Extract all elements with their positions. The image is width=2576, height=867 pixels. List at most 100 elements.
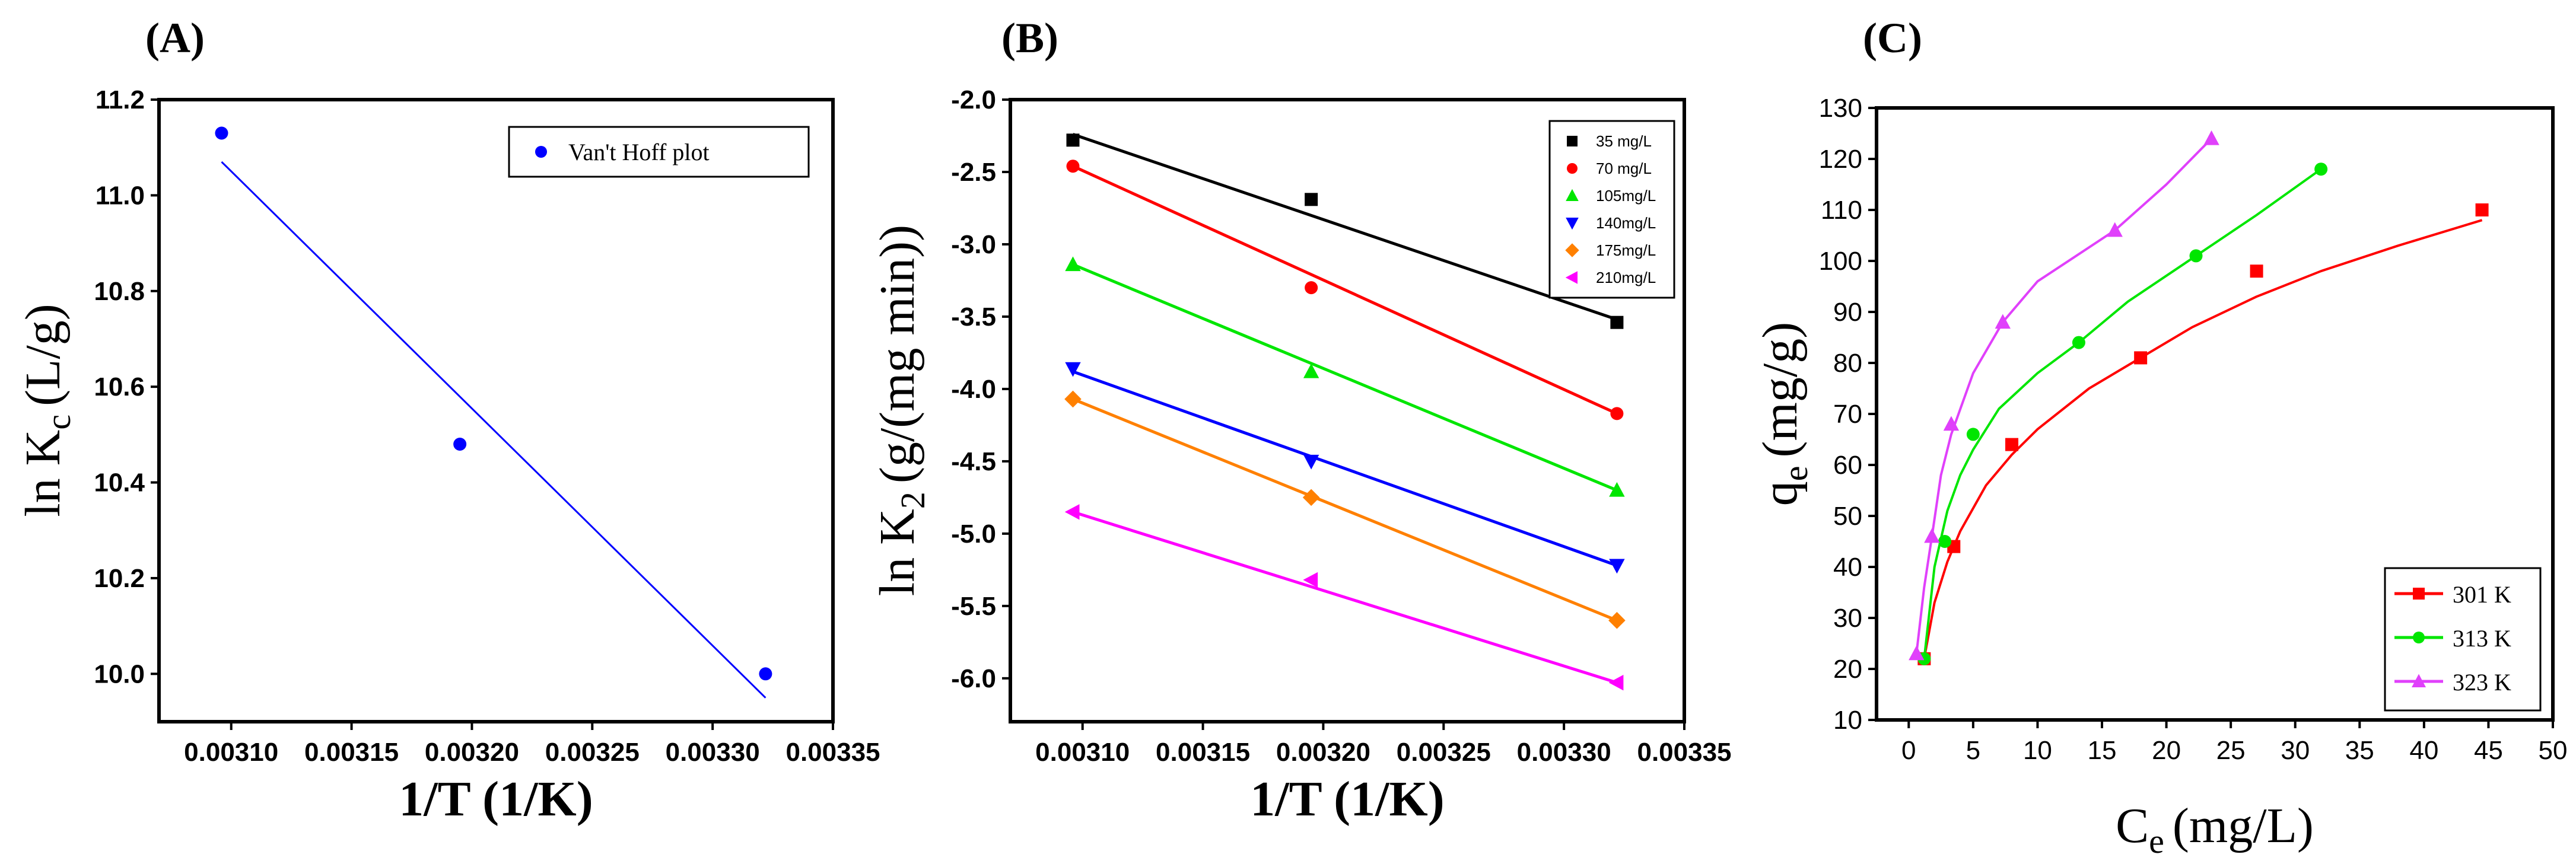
panel-c-point [2107,222,2123,237]
panel-c-point [1966,428,1980,441]
panel-b-xlabel: 1/T (1/K) [1250,772,1444,827]
panel-c-ytick-label: 100 [1819,247,1862,276]
panel-c-xtick-label: 15 [2088,736,2117,765]
panel-b-point [1609,482,1625,497]
panel-b-point [1610,407,1624,420]
panel-c-xtick-label: 30 [2281,736,2310,765]
panel-c-xtick-label: 35 [2345,736,2374,765]
panel-c-points [1909,130,2489,665]
panel-a-xtick-label: 0.00325 [545,738,640,767]
panel-a-legend: Van't Hoff plot [508,126,810,178]
panel-b-legend-marker [1567,163,1578,174]
svg-text:ln Kc(L/g): ln Kc (L/g) [15,304,78,517]
panel-a-ylabel-sub: c [39,415,78,430]
panel-b-point [1066,133,1080,147]
panel-c-ytick-label: 20 [1833,655,1862,684]
panel-b-legend-marker [1565,271,1578,284]
panel-a-label: (A) [145,14,205,62]
panel-c-ylabel-sub: e [1776,466,1815,481]
panel-b-ytick-label: -5.5 [951,592,996,621]
panel-c-legend-marker [2413,632,2425,643]
panel-b-legend-label: 35 mg/L [1596,132,1652,150]
panel-a-ytick-label: 11.2 [96,85,145,114]
panel-c-xlabel: Ce (mg/L) [2116,798,2314,860]
panel-c-point [2134,351,2148,365]
panel-c-label: (C) [1863,14,1922,62]
panel-a-xtick-label: 0.00335 [785,738,880,767]
panel-c-xtick-label: 40 [2409,736,2438,765]
panel-b-point [1064,504,1080,520]
panel-b-fit-1 [1072,164,1618,415]
panel-b-legend-marker [1565,243,1579,257]
panel-b-ytick-label: -5.0 [951,519,996,549]
panel-b-point [1065,256,1081,272]
panel-a-ytick-label: 10.0 [94,659,145,689]
panel-c-point [2072,336,2085,349]
panel-c-point [2475,203,2489,216]
panel-b-xtick-label: 0.00315 [1156,738,1250,767]
panel-c-ytick-label: 60 [1833,451,1862,480]
panel-b-xtick-label: 0.00320 [1276,738,1370,767]
panel-c-ylabel: qe (mg/g) [1753,322,1815,506]
panel-c-ytick-label: 130 [1819,94,1862,123]
panel-c-point [1995,314,2011,329]
panel-c-fit-0 [1923,219,2483,659]
panel-c-legend-items: 301 K 313 K 323 K [2394,581,2511,696]
panel-b-legend-box [1548,120,1675,299]
panel-b-legend-label: 140mg/L [1596,214,1656,232]
panel-b-ylabel: ln K2 (g/(mg min)) [870,225,932,596]
panel-c-legend-label: 323 K [2453,669,2511,696]
panel-b-point [1303,572,1318,588]
panel-b-ytick-label: -4.5 [951,447,996,476]
panel-b-point [1305,281,1318,295]
panel-a-legend-label: Van't Hoff plot [568,139,710,165]
panel-c: (C) 0 5 10 15 20 25 30 35 40 45 50 10 20 30 40 50 60 70 80… [1753,14,2567,860]
panel-c-xtick-label: 0 [1901,736,1916,765]
panel-b-ylabel-unit: (g/(mg min)) [870,225,925,483]
panel-c-xlabel-sub: e [2149,822,2164,860]
panel-b-point [1305,193,1318,206]
panel-c-ytick-label: 30 [1833,604,1862,633]
panel-b-point [1610,315,1624,329]
panel-c-xtick-label: 5 [1966,736,1980,765]
panel-c-point [1938,535,1952,548]
panel-b-point [1608,611,1626,629]
panel-a-ylabel-unit: (L/g) [15,304,71,406]
panel-a-xtick-label: 0.00315 [304,738,399,767]
panel-b-xtick-label: 0.00310 [1035,738,1130,767]
panel-c-legend: 301 K 313 K 323 K [2384,567,2542,712]
panel-b-point [1065,362,1081,377]
panel-b-fit-4 [1072,397,1618,622]
panel-b: (B) 0.00310 0.00315 0.00320 0.00325 0.00330 0… [870,14,1732,827]
panel-b-ytick-label: -2.0 [951,85,996,114]
panel-b-legend-marker [1566,189,1579,201]
panel-a-ytick-label: 10.6 [94,372,145,401]
panel-a-xtick-label: 0.00310 [184,738,278,767]
panel-c-xlabel-unit: (mg/L) [2173,798,2314,853]
panel-c-ytick-label: 110 [1821,196,1862,225]
panel-b-point [1066,160,1080,173]
panel-c-point [2250,264,2263,278]
panel-b-fit-3 [1072,370,1618,567]
panel-b-label: (B) [1001,14,1058,62]
panel-a-ytick-label: 10.2 [94,564,145,593]
panel-a-point [759,667,772,681]
panel-b-frame [1009,98,1686,723]
panel-b-legend-items: 35 mg/L 70 mg/L 105mg/L 140mg/L 175mg/L 210mg… [1565,132,1656,286]
panel-c-xlabel-main: C [2116,798,2149,853]
panel-c-point [2189,249,2203,263]
panel-b-xtick-label: 0.00330 [1517,738,1611,767]
panel-a-legend-marker [535,146,547,158]
panel-c-xtick-label: 45 [2474,736,2503,765]
panel-c-ytick-label: 50 [1833,502,1862,531]
panel-b-point [1609,559,1625,574]
panel-b-ytick-label: -4.0 [951,375,996,404]
panel-b-point [1303,454,1319,470]
panel-b-legend-marker [1567,136,1578,146]
panel-b-ytick-label: -3.0 [951,230,996,259]
panel-c-ytick-label: 120 [1819,145,1862,174]
panel-b-legend-label: 175mg/L [1596,241,1656,259]
panel-a-xlabel: 1/T (1/K) [399,772,593,827]
panel-b-points [1064,133,1626,691]
panel-a-ytick-label: 10.4 [94,468,145,498]
